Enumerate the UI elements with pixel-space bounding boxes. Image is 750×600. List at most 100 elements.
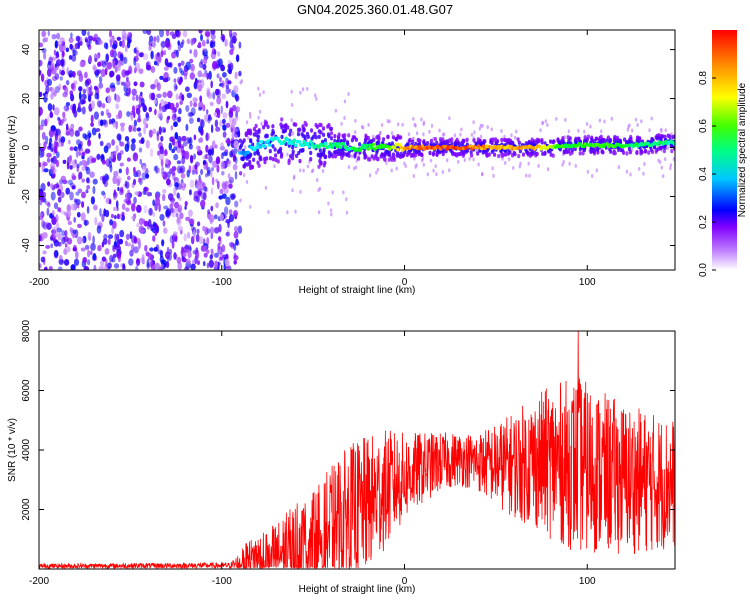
heat-cell <box>663 134 667 139</box>
heat-cell <box>288 132 292 137</box>
heat-cell <box>214 260 219 269</box>
heat-cell <box>435 172 438 177</box>
heat-cell <box>233 128 238 133</box>
heat-cell <box>302 128 306 133</box>
heat-cell <box>41 148 45 158</box>
heat-cell <box>68 37 74 43</box>
heat-cell <box>660 129 663 133</box>
heat-cell <box>603 119 606 124</box>
heat-cell <box>160 99 165 106</box>
heat-cell <box>296 132 301 137</box>
heat-cell <box>165 30 170 37</box>
heat-cell <box>42 250 47 255</box>
heat-cell <box>110 87 116 92</box>
heat-cell <box>57 188 62 196</box>
heat-cell <box>133 119 137 127</box>
heat-cell <box>233 259 237 265</box>
heat-cell <box>613 136 617 141</box>
heat-cell <box>142 53 149 61</box>
top-x-axis: -200 -100 0 100 <box>29 30 596 288</box>
heat-cell <box>174 182 180 188</box>
heat-cell <box>115 94 120 103</box>
heat-cell <box>220 160 225 170</box>
heat-cell <box>197 221 201 227</box>
heat-cell <box>316 152 320 157</box>
heat-cell <box>109 254 114 263</box>
heat-cell <box>67 210 72 218</box>
heat-cell <box>290 102 294 107</box>
heat-cell <box>60 210 66 215</box>
heat-cell <box>59 76 63 81</box>
heat-cell <box>42 232 48 239</box>
heat-cell <box>479 123 483 128</box>
ridge-cell <box>266 139 270 143</box>
heat-cell <box>245 180 249 184</box>
ridge-cell <box>267 143 272 147</box>
heat-cell <box>121 203 126 210</box>
heat-cell <box>207 209 211 215</box>
snr-panel: -200 -100 0 100 2000 4000 6000 8000 Height of … <box>7 319 676 595</box>
heat-cell <box>185 61 191 71</box>
heat-cell <box>77 143 82 150</box>
heat-cell <box>435 140 439 146</box>
heat-cell <box>173 187 177 196</box>
heat-cell <box>468 156 471 161</box>
heat-cell <box>273 164 276 169</box>
heat-cell <box>239 171 243 176</box>
heat-cell <box>274 153 278 158</box>
heat-cell <box>72 184 77 190</box>
colorbar-ticks: 0.0 0.2 0.4 0.6 0.8 <box>698 71 716 277</box>
heat-cell <box>107 234 114 240</box>
heat-cell <box>317 164 321 169</box>
heat-cell <box>136 222 140 228</box>
heat-cell <box>329 126 333 131</box>
heat-cell <box>171 113 177 122</box>
heat-cell <box>486 125 489 130</box>
heat-cell <box>458 151 462 157</box>
heat-cell <box>662 174 665 179</box>
heat-cell <box>112 43 118 50</box>
heat-cell <box>73 80 78 85</box>
heat-cell <box>264 185 268 190</box>
heat-cell <box>146 30 152 36</box>
heat-cell <box>68 139 71 145</box>
heat-cell <box>639 149 644 154</box>
heat-cell <box>650 116 653 121</box>
heat-cell <box>216 73 220 79</box>
heat-cell <box>459 132 462 137</box>
heat-cell <box>159 152 165 161</box>
heat-cell <box>219 76 222 83</box>
heat-cell <box>294 209 297 214</box>
heat-cell <box>159 30 164 38</box>
heat-cell <box>150 66 156 73</box>
heat-cell <box>155 197 161 206</box>
heat-cell <box>586 169 590 174</box>
heat-cell <box>142 165 147 172</box>
heat-cell <box>315 96 318 101</box>
heat-cell <box>155 165 159 174</box>
heat-cell <box>175 85 178 90</box>
heat-cell <box>86 206 90 214</box>
heat-cell <box>86 177 90 184</box>
heat-cell <box>160 40 167 48</box>
heat-cell <box>193 102 198 108</box>
heat-cell <box>47 202 51 208</box>
heat-cell <box>165 261 170 269</box>
heat-cell <box>68 73 73 78</box>
heat-cell <box>210 205 214 212</box>
heat-cell <box>116 133 122 141</box>
heat-cell <box>462 151 466 156</box>
heat-cell <box>214 119 219 128</box>
heat-cell <box>173 78 177 83</box>
heat-cell <box>422 132 425 137</box>
heat-cell <box>473 130 476 135</box>
ridge-cell <box>305 141 310 146</box>
heat-cell <box>655 147 659 153</box>
heat-cell <box>438 128 441 133</box>
heat-cell <box>504 161 507 165</box>
heat-cell <box>43 168 49 173</box>
heat-cell <box>198 236 204 245</box>
heat-cell <box>404 164 407 169</box>
heat-cell <box>500 137 504 143</box>
heat-cell <box>108 198 112 205</box>
